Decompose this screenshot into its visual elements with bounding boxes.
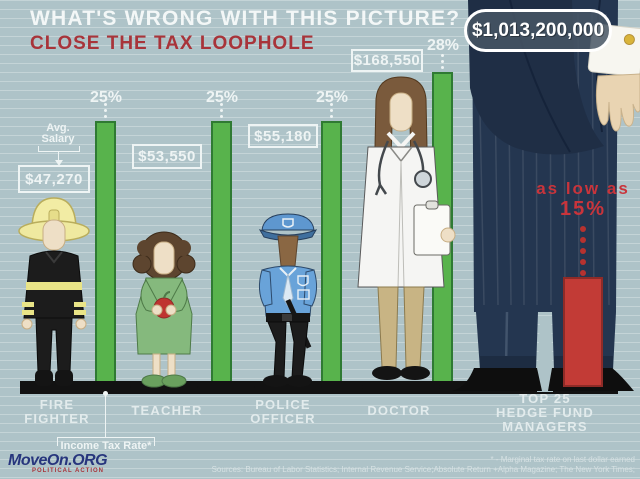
avg-salary-label: Avg. Salary: [34, 123, 82, 145]
label-doctor: DOCTOR: [349, 404, 449, 418]
tax-rate-label-police: 25%: [315, 89, 349, 106]
teacher-figure: [130, 231, 198, 391]
label-line: FIGHTER: [24, 411, 90, 426]
label-line: TOP 25: [519, 391, 571, 406]
leader-dots: [441, 54, 444, 69]
leader-dots: [220, 103, 223, 118]
firefighter-figure: [18, 197, 90, 391]
tax-rate-label-firefighter: 25%: [89, 89, 123, 106]
salary-box-police: $55,180: [248, 124, 318, 148]
moveon-logo[interactable]: MoveOn.ORG POLITICAL ACTION: [8, 452, 128, 474]
tax-rate-label-doctor: 28%: [426, 37, 460, 54]
label-firefighter: FIRE FIGHTER: [12, 398, 102, 426]
leader-dots: [330, 103, 333, 118]
label-teacher: TEACHER: [117, 404, 217, 418]
income-tax-rate-dot: [103, 391, 108, 396]
page-title: WHAT'S WRONG WITH THIS PICTURE?: [30, 7, 461, 30]
label-line: TEACHER: [131, 403, 203, 418]
income-tax-rate-bracket: [57, 437, 155, 446]
salary-box-firefighter: $47,270: [18, 165, 90, 193]
label-line: HEDGE FUND: [496, 405, 594, 420]
avg-salary-pointer-line: [58, 152, 59, 161]
label-line: FIRE: [39, 397, 75, 412]
salary-box-teacher: $53,550: [132, 144, 202, 169]
avg-salary-bracket: [38, 146, 80, 152]
avg-salary-arrow: [55, 160, 63, 166]
hedge-rate-line2: 15%: [559, 198, 607, 220]
income-tax-rate-line: [105, 396, 106, 437]
moveon-logo-text: MoveOn.ORG: [8, 452, 108, 469]
avg-salary-line2: Salary: [41, 133, 75, 145]
income-tax-rate-label: Income Tax Rate*: [60, 440, 152, 452]
avg-salary-line1: Avg.: [46, 122, 70, 134]
tax-rate-label-teacher: 25%: [205, 89, 239, 106]
label-hedge-fund-managers: TOP 25 HEDGE FUND MANAGERS: [480, 392, 610, 434]
leader-dots-red: [580, 226, 586, 276]
tax-bar-hedge-fund: [563, 277, 603, 387]
hedge-earnings-badge: $1,013,200,000: [464, 9, 612, 52]
label-line: MANAGERS: [502, 419, 588, 434]
label-line: OFFICER: [250, 411, 316, 426]
police-officer-figure: [254, 213, 322, 391]
leader-dots: [104, 103, 107, 118]
sources-text: Sources: Bureau of Labor Statistics; Int…: [211, 465, 635, 474]
salary-box-doctor: $168,550: [351, 49, 423, 72]
footnote-marginal-rate: * - Marginal tax rate on last dollar ear…: [490, 455, 635, 464]
hedge-rate-line1: as low as: [536, 179, 630, 198]
label-police-officer: POLICE OFFICER: [233, 398, 333, 426]
moveon-logo-subtext: POLITICAL ACTION: [32, 468, 104, 474]
hedge-tax-rate-label: as low as 15%: [531, 179, 635, 219]
label-line: POLICE: [255, 397, 311, 412]
label-line: DOCTOR: [367, 403, 431, 418]
doctor-figure: [357, 76, 456, 392]
page-subtitle: CLOSE THE TAX LOOPHOLE: [30, 33, 315, 54]
